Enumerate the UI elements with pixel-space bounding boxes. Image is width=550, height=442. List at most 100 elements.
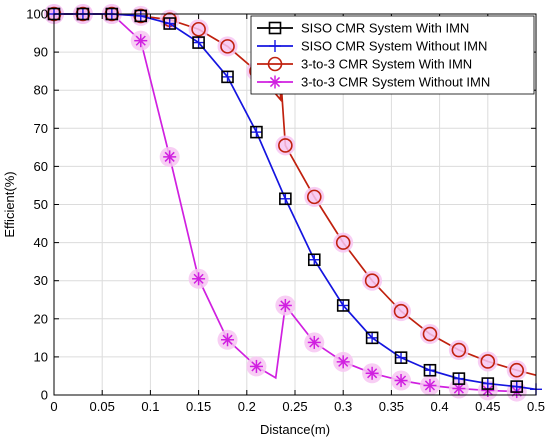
data-point [246,356,267,377]
circle-marker [364,273,380,289]
data-point [217,36,238,57]
legend-entry: 3-to-3 CMR System With IMN [257,57,472,72]
legend-marker [268,75,282,89]
x-axis-label: Distance(m) [260,422,330,437]
y-tick-label: 20 [34,311,48,326]
legend-label: SISO CMR System Without IMN [301,39,487,54]
data-point [275,295,296,316]
data-point [304,186,325,207]
legend-marker [268,21,282,35]
circle-marker [393,303,409,319]
data-point [481,377,494,390]
data-point [336,299,350,312]
square-marker [250,125,263,139]
data-point [163,17,176,30]
circle-marker [306,189,322,205]
legend-entry: SISO CMR System Without IMN [257,39,487,54]
data-point [362,270,383,291]
y-tick-label: 60 [34,159,48,174]
data-point [250,126,263,139]
circle-marker [422,326,438,342]
legend-label: 3-to-3 CMR System With IMN [301,57,472,72]
data-point [134,9,148,23]
circle-marker [278,138,293,153]
data-point [159,146,180,167]
data-point [423,363,437,377]
x-tick-label: 0.35 [379,399,404,414]
square-marker [279,192,292,206]
legend-box [250,15,535,95]
x-tick-label: 0.4 [431,399,449,414]
circle-marker [509,362,525,378]
circle-marker [335,235,351,250]
circle-marker [451,342,467,358]
legend-marker [267,56,283,72]
y-tick-label: 50 [34,197,48,212]
data-point [163,17,176,30]
square-marker [336,299,350,312]
data-point [192,36,205,49]
x-tick-label: 0.25 [282,399,307,414]
data-point [395,351,408,364]
data-point [333,232,354,253]
data-point [391,301,412,322]
x-tick-label: 0.1 [141,399,159,414]
square-marker [423,363,437,377]
data-point [333,351,354,372]
asterisk-marker [135,35,146,46]
data-point [279,192,292,205]
asterisk-marker [395,375,407,386]
data-point [250,125,263,139]
asterisk-marker [251,361,262,372]
asterisk-marker [424,380,436,391]
y-tick-label: 80 [34,83,48,98]
y-tick-label: 10 [34,349,48,364]
data-point [510,380,524,393]
x-tick-label: 0.15 [186,399,211,414]
data-point [452,372,466,385]
data-point [510,380,523,393]
data-point [448,340,469,361]
asterisk-marker [193,273,204,284]
data-point [391,370,412,391]
x-tick-label: 0.05 [90,399,115,414]
data-point [221,70,234,84]
y-tick-label: 90 [34,45,48,60]
square-marker [481,377,495,390]
data-point [221,70,234,83]
data-point [307,253,321,267]
ticks: 0 0.05 0.1 0.15 0.2 0.25 0.3 0.35 0.4 0.45 0.5 0 10 2… [26,7,545,415]
data-point [275,135,296,156]
data-point [337,299,350,312]
x-tick-label: 0.45 [475,399,500,414]
data-point [192,36,205,49]
square-marker [365,331,379,345]
circle-marker [220,39,235,54]
circle-marker [191,21,206,37]
circle-marker [480,354,496,369]
legend-entry: SISO CMR System With IMN [257,21,469,36]
square-marker [192,36,205,49]
data-point [481,377,495,390]
data-point [362,363,383,384]
asterisk-marker [309,337,320,348]
y-tick-label: 40 [34,235,48,250]
square-marker [394,351,408,364]
x-tick-label: 0.5 [527,399,545,414]
square-marker [134,9,148,23]
data-point [365,331,379,345]
series-siso-cmr-system-with-imn [47,7,524,393]
legend-marker [269,40,281,52]
square-marker [268,21,282,35]
legend: SISO CMR System With IMN SISO CMR System … [250,15,535,95]
data-point [423,364,436,377]
data-point [217,329,238,350]
asterisk-marker [453,383,464,394]
asterisk-marker [367,368,378,379]
square-marker [163,17,176,30]
square-marker [452,372,466,385]
y-axis-label: Efficient(%) [2,171,17,237]
square-marker [221,70,234,84]
data-point [279,192,292,206]
